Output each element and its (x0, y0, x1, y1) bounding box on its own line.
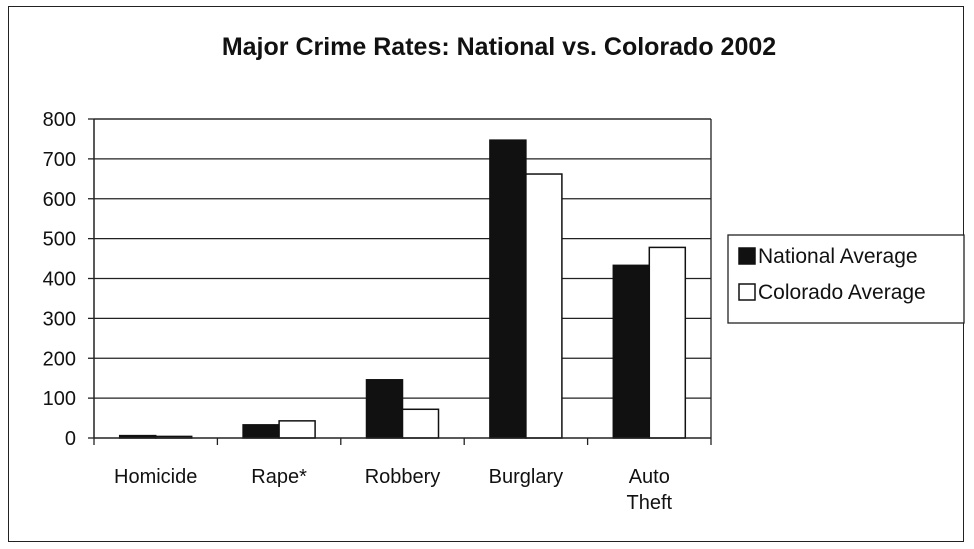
bar-colorado-4 (648, 246, 687, 439)
y-tick-label: 500 (43, 229, 76, 251)
y-tick-label: 400 (43, 269, 76, 291)
bars (118, 139, 687, 439)
y-tick-label: 800 (43, 109, 76, 131)
legend-swatch-colorado (738, 283, 756, 301)
y-tick-label: 700 (43, 149, 76, 171)
legend-swatch-national (738, 247, 756, 265)
legend-box (727, 234, 965, 324)
axes (88, 118, 712, 445)
bar-colorado-2 (401, 408, 440, 439)
bar-colorado-3 (525, 173, 563, 439)
bar-national-1 (242, 424, 280, 439)
bar-national-2 (365, 379, 404, 439)
x-category-label: Robbery (365, 466, 441, 488)
bar-national-4 (612, 264, 651, 439)
legend-label-national: National Average (758, 245, 918, 268)
x-category-label: Auto Theft (627, 466, 673, 514)
bar-colorado-1 (278, 420, 316, 439)
x-category-label: Homicide (114, 466, 197, 488)
x-category-label: Burglary (489, 466, 563, 488)
chart-frame: Major Crime Rates: National vs. Colorado… (8, 6, 965, 542)
legend-label-colorado: Colorado Average (758, 281, 926, 304)
chart-title: Major Crime Rates: National vs. Colorado… (222, 33, 776, 61)
gridlines (94, 118, 711, 399)
y-tick-label: 200 (43, 348, 76, 370)
bar-national-3 (489, 139, 527, 439)
x-category-label: Rape* (251, 466, 307, 488)
y-axis-tick-labels: 0 100 200 300 400 500 600 700 800 (43, 109, 76, 450)
legend: National Average Colorado Average (727, 234, 965, 324)
y-tick-label: 100 (43, 388, 76, 410)
chart-svg: Major Crime Rates: National vs. Colorado… (43, 33, 965, 514)
x-axis-category-labels: Homicide Rape* Robbery Burglary Auto Theft (114, 466, 673, 514)
y-tick-label: 300 (43, 308, 76, 330)
y-tick-label: 0 (65, 428, 76, 450)
y-tick-label: 600 (43, 189, 76, 211)
